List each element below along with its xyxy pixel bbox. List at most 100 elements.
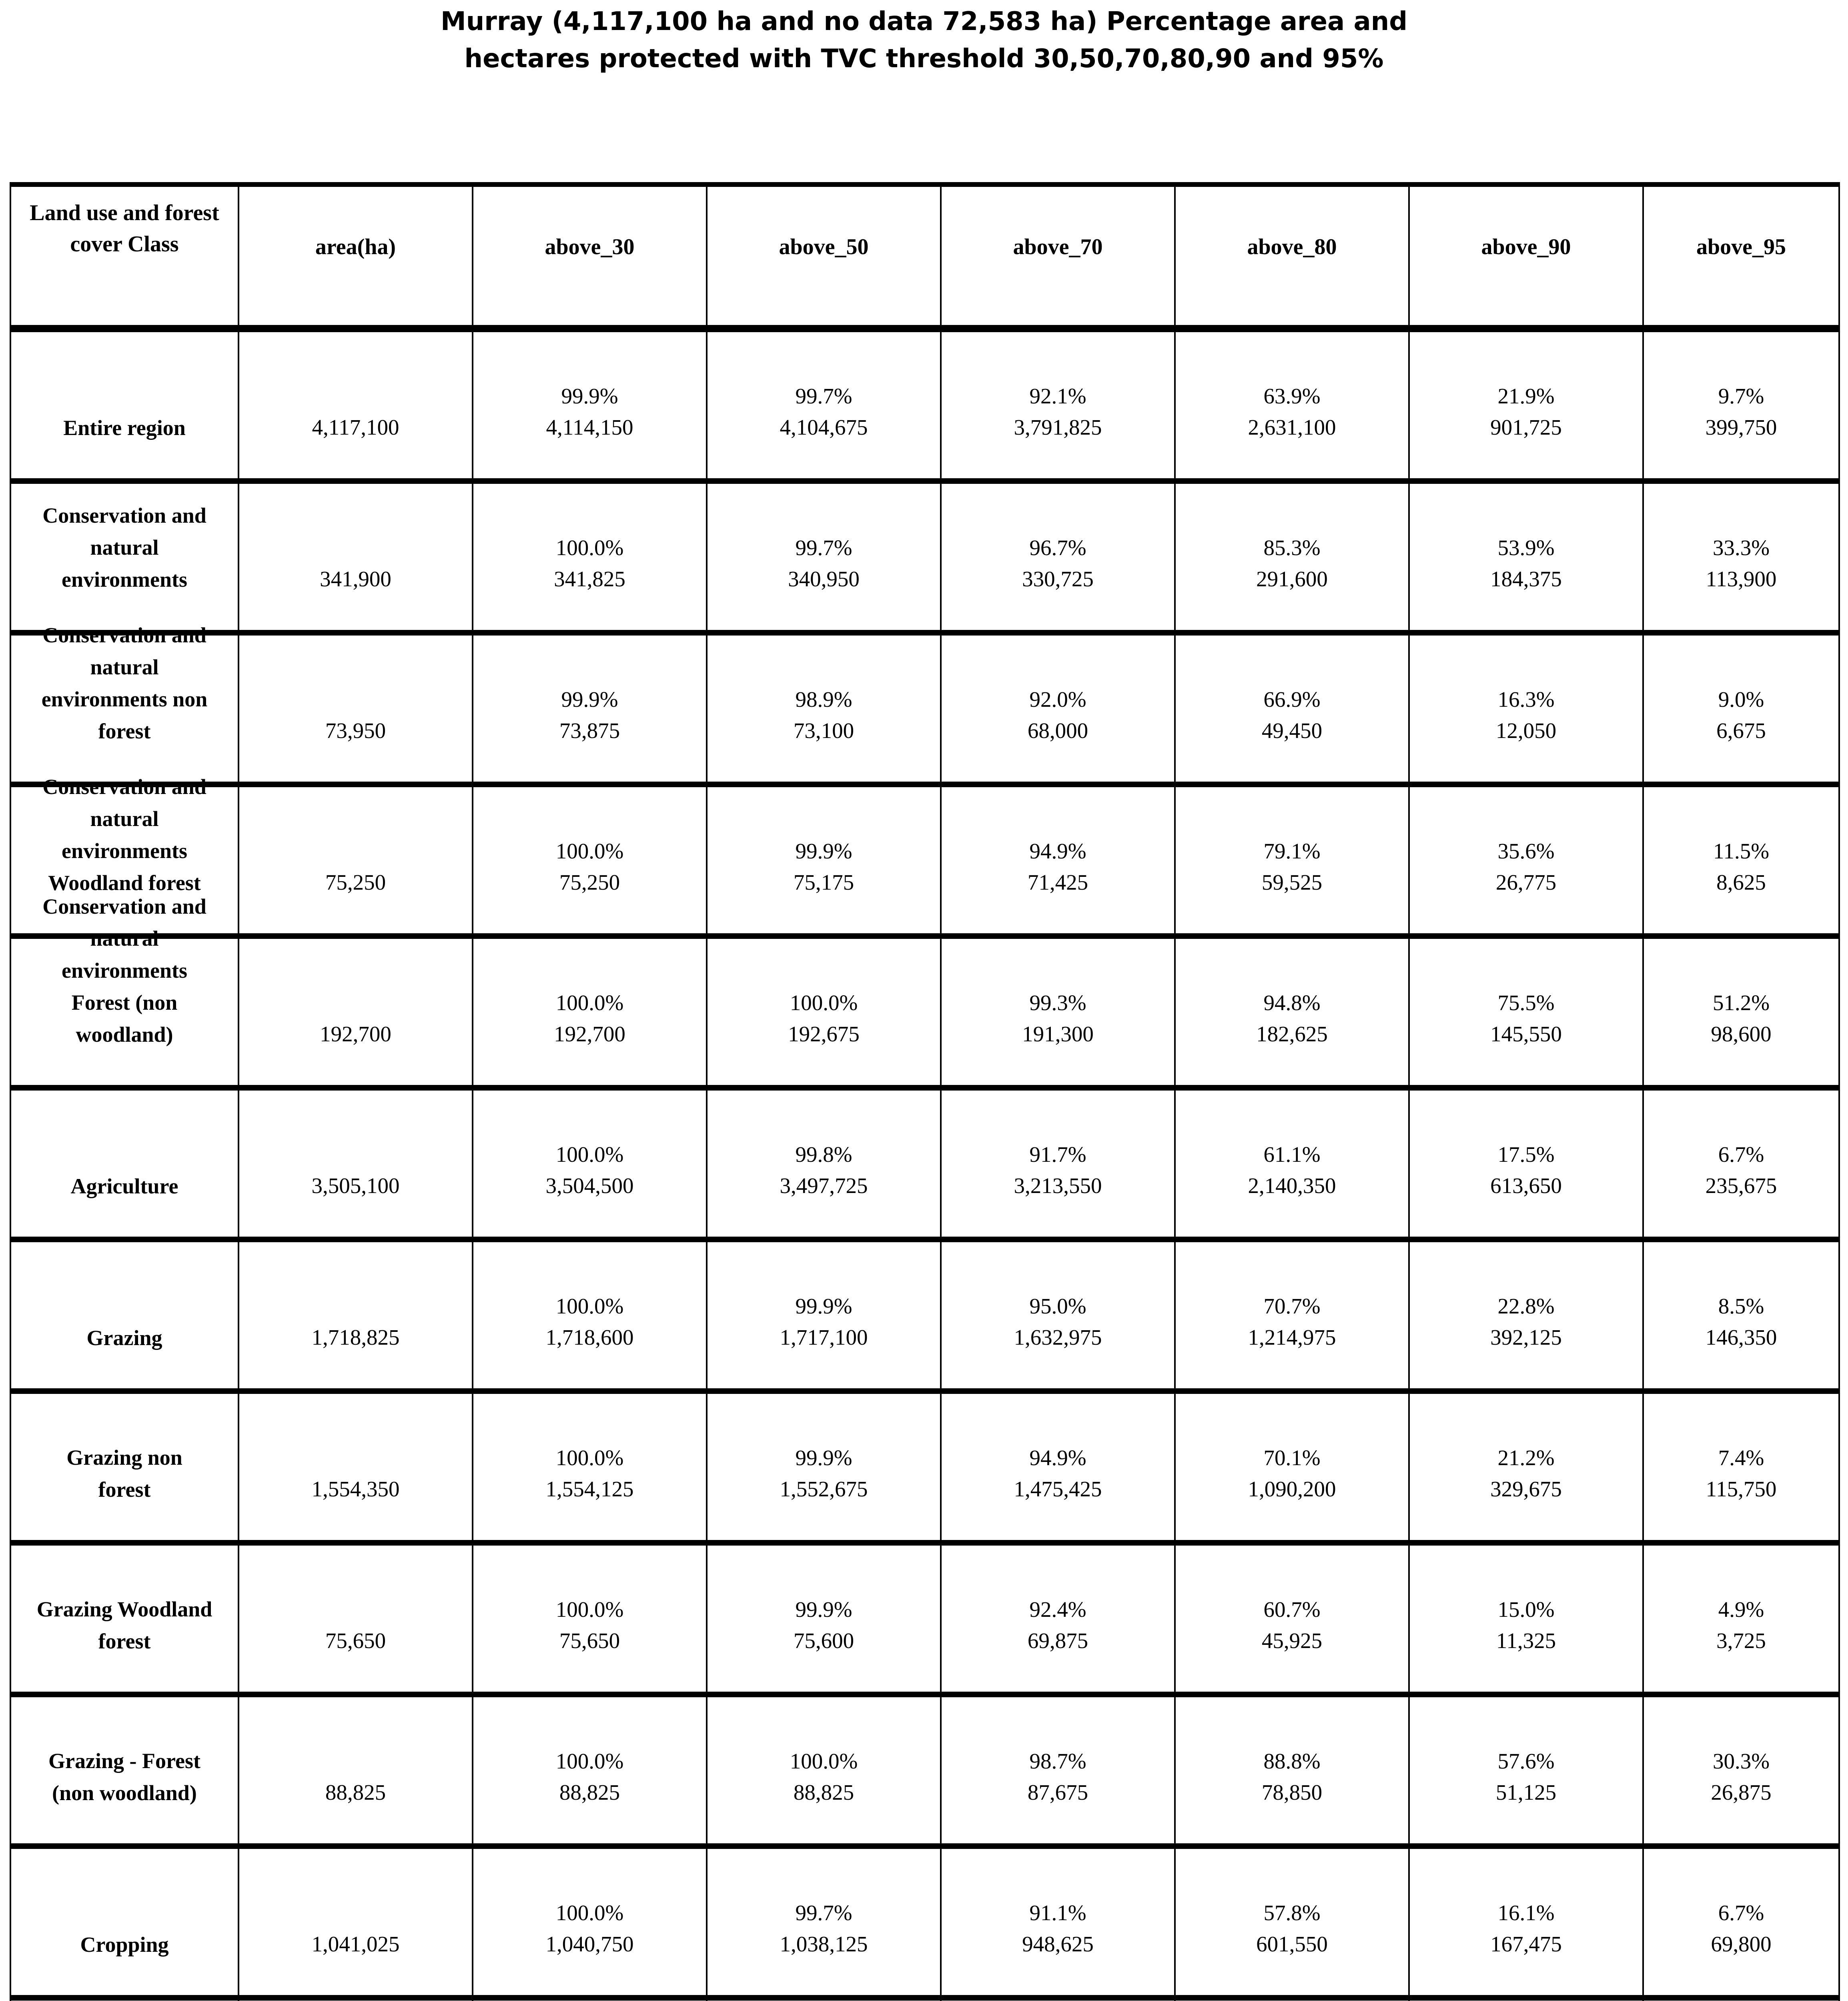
area-cell: 75,250 <box>238 782 473 939</box>
percent-value: 99.9% <box>795 1294 852 1318</box>
title-line-2: hectares protected with TVC threshold 30… <box>464 44 1384 74</box>
percent-value: 99.9% <box>561 384 618 408</box>
hectares-value: 341,825 <box>554 567 625 591</box>
row-label: Grazing Woodland forest <box>36 1597 212 1653</box>
threshold-cell: 33.3% 113,900 <box>1642 478 1840 636</box>
area-cell: 4,117,100 <box>238 326 473 484</box>
area-value: 1,718,825 <box>311 1325 400 1349</box>
percent-value: 16.3% <box>1497 687 1555 712</box>
hectares-value: 392,125 <box>1490 1325 1562 1349</box>
hectares-value: 11,325 <box>1496 1628 1556 1653</box>
threshold-cell: 100.0% 341,825 <box>472 478 708 636</box>
area-value: 341,900 <box>320 567 391 591</box>
hectares-value: 68,000 <box>1027 718 1088 743</box>
table-row: Entire region 4,117,100 99.9% 4,114,150 99.7… <box>10 326 1840 484</box>
table-row: Grazing - Forest (non woodland) 88,825 100… <box>10 1692 1840 1849</box>
threshold-cell: 100.0% 88,825 <box>472 1692 708 1849</box>
threshold-cell: 99.9% 1,717,100 <box>706 1237 942 1394</box>
col-header-above-80-label: above_80 <box>1247 235 1337 259</box>
area-cell: 88,825 <box>238 1692 473 1849</box>
col-header-above-95: above_95 <box>1642 184 1840 332</box>
percent-value: 17.5% <box>1497 1142 1555 1167</box>
threshold-cell: 9.7% 399,750 <box>1642 326 1840 484</box>
col-header-above-90: above_90 <box>1408 184 1644 332</box>
percent-value: 9.7% <box>1718 384 1764 408</box>
threshold-cell: 43.4%323,625 <box>1174 1995 1410 2001</box>
threshold-cell: 22.8% 392,125 <box>1408 1237 1644 1394</box>
percent-value: 95.0% <box>1029 1294 1086 1318</box>
threshold-cell: 91.1% 948,625 <box>940 1843 1176 2001</box>
threshold-cell: 85.3% 291,600 <box>1174 478 1410 636</box>
table-header: Land use and forest cover Class area(ha)… <box>10 184 1840 332</box>
threshold-cell: 4.9% 3,725 <box>1642 1540 1840 1697</box>
col-header-area-ha: area(ha) <box>238 184 473 332</box>
percent-value: 100.0% <box>790 1749 858 1773</box>
row-label-cell: Conservation and natural environments <box>10 478 239 636</box>
area-cell: 1,041,025 <box>238 1843 473 2001</box>
threshold-cell: 99.9% 1,552,675 <box>706 1388 942 1546</box>
threshold-cell: 99.9% 75,175 <box>706 782 942 939</box>
hectares-value: 235,675 <box>1705 1173 1777 1198</box>
hectares-value: 3,497,725 <box>780 1173 868 1198</box>
hectares-value: 88,825 <box>559 1780 620 1805</box>
area-value: 75,650 <box>325 1628 386 1653</box>
threshold-cell: 99.9% 4,114,150 <box>472 326 708 484</box>
col-header-above-90-label: above_90 <box>1481 235 1571 259</box>
percent-value: 99.9% <box>795 1597 852 1622</box>
hectares-value: 73,875 <box>559 718 620 743</box>
threshold-cell: 100.0% 1,040,750 <box>472 1843 708 2001</box>
percent-value: 21.2% <box>1497 1446 1555 1470</box>
col-header-above-70-label: above_70 <box>1013 235 1103 259</box>
threshold-cell: 11.5% 8,625 <box>1642 782 1840 939</box>
hectares-value: 75,650 <box>559 1628 620 1653</box>
hectares-value: 613,650 <box>1490 1173 1562 1198</box>
hectares-value: 1,040,750 <box>545 1932 634 1956</box>
area-value: 75,250 <box>325 870 386 894</box>
hectares-value: 69,875 <box>1027 1628 1088 1653</box>
threshold-cell: 99.7% 1,038,125 <box>706 1843 942 2001</box>
percent-value: 100.0% <box>555 839 624 863</box>
row-label: Conservation and natural environments no… <box>41 623 208 743</box>
hectares-value: 75,175 <box>793 870 854 894</box>
threshold-cell: 92.4% 69,875 <box>940 1540 1176 1697</box>
threshold-cell: 21.9% 901,725 <box>1408 326 1644 484</box>
threshold-cell: 35.6% 26,775 <box>1408 782 1644 939</box>
hectares-value: 12,050 <box>1495 718 1557 743</box>
percent-value: 91.7% <box>1029 1142 1086 1167</box>
threshold-cell: 100.0% 88,825 <box>706 1692 942 1849</box>
row-label-cell: Irrigation <box>10 1995 239 2001</box>
row-label-cell: Grazing - Forest (non woodland) <box>10 1692 239 1849</box>
hectares-value: 3,504,500 <box>545 1173 634 1198</box>
area-value: 73,950 <box>325 718 386 743</box>
threshold-cell: 16.3% 12,050 <box>1408 630 1644 787</box>
row-label-cell: Conservation and natural environments Fo… <box>10 894 239 1091</box>
row-label-cell: Conservation and natural environments Wo… <box>10 775 239 939</box>
title-line-1: Murray (4,117,100 ha and no data 72,583 … <box>441 7 1407 36</box>
hectares-value: 145,550 <box>1490 1022 1562 1046</box>
hectares-value: 73,100 <box>793 718 854 743</box>
col-header-above-50: above_50 <box>706 184 942 332</box>
percent-value: 100.0% <box>555 1749 624 1773</box>
percent-value: 51.2% <box>1712 990 1770 1015</box>
row-label: Grazing non forest <box>66 1446 182 1502</box>
row-label: Grazing - Forest (non woodland) <box>48 1749 200 1805</box>
hectares-value: 2,631,100 <box>1248 415 1336 439</box>
row-label: Conservation and natural environments Wo… <box>42 775 206 895</box>
row-label: Conservation and natural environments Fo… <box>42 894 206 1047</box>
percent-value: 94.9% <box>1029 1446 1086 1470</box>
percent-value: 53.9% <box>1497 535 1555 560</box>
hectares-value: 75,250 <box>559 870 620 894</box>
hectares-value: 329,675 <box>1490 1477 1562 1501</box>
hectares-value: 3,725 <box>1716 1628 1766 1653</box>
hectares-value: 1,552,675 <box>780 1477 868 1501</box>
percent-value: 100.0% <box>555 1597 624 1622</box>
percent-value: 8.5% <box>1718 1294 1764 1318</box>
percent-value: 16.1% <box>1497 1901 1555 1925</box>
area-cell: 341,900 <box>238 478 473 636</box>
percent-value: 75.5% <box>1497 990 1555 1015</box>
hectares-value: 4,114,150 <box>546 415 633 439</box>
hectares-value: 1,554,125 <box>545 1477 634 1501</box>
threshold-cell: 99.9% 75,600 <box>706 1540 942 1697</box>
hectares-value: 4,104,675 <box>780 415 868 439</box>
